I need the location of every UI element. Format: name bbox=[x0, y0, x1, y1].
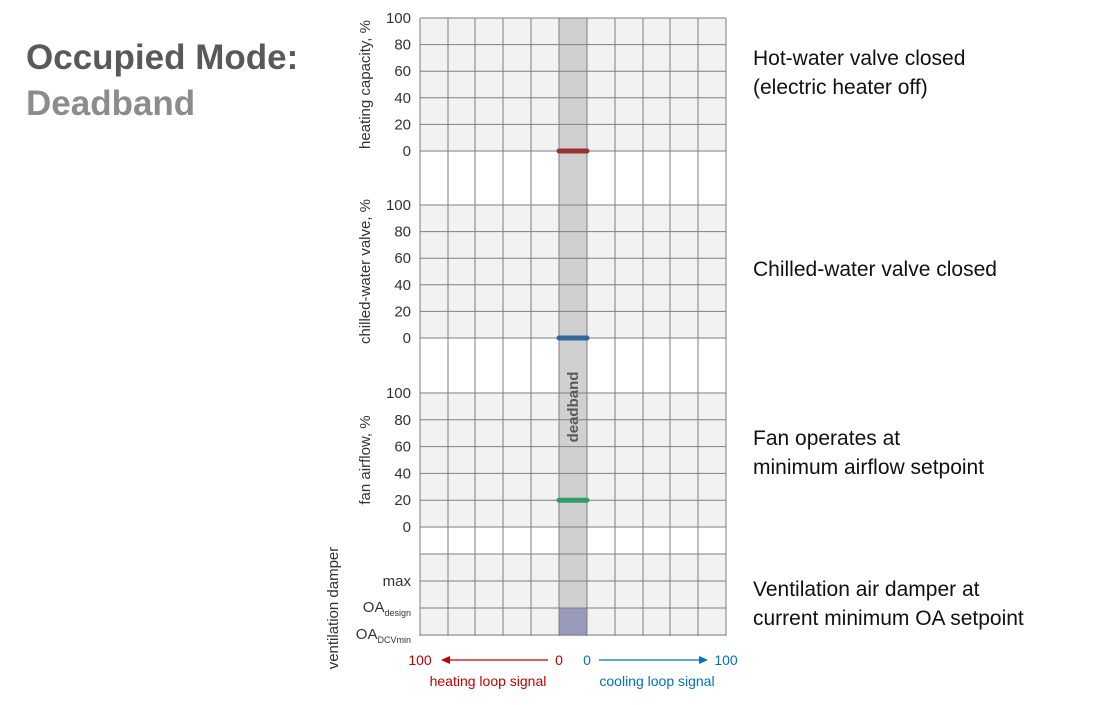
axis-label-panel-1: heating capacity, % bbox=[357, 20, 374, 149]
heater-description: Hot-water valve closed (electric heater … bbox=[753, 47, 966, 99]
heating-axis-zero: 0 bbox=[555, 652, 563, 668]
tick-label: 20 bbox=[394, 303, 411, 320]
tick-label: 80 bbox=[394, 224, 411, 241]
tick-label: 100 bbox=[386, 197, 411, 214]
axis-label-panel-2: chilled-water valve, % bbox=[357, 199, 374, 344]
damper-position-fill bbox=[559, 608, 587, 635]
tick-label: 20 bbox=[394, 492, 411, 509]
tick-label: 60 bbox=[394, 63, 411, 80]
tick-label: 20 bbox=[394, 116, 411, 133]
tick-label-max: max bbox=[383, 573, 412, 590]
cooling-axis-max: 100 bbox=[714, 652, 738, 668]
cooling-axis-zero: 0 bbox=[583, 652, 591, 668]
tick-label: 100 bbox=[386, 385, 411, 402]
page-subtitle: Deadband bbox=[26, 84, 196, 123]
tick-label: 40 bbox=[394, 277, 411, 294]
tick-label-oa-dcvmin: OADCVmin bbox=[356, 626, 411, 645]
tick-label: 0 bbox=[403, 330, 411, 347]
axis-label-panel-3: fan airflow, % bbox=[357, 415, 374, 504]
axis-label-damper: ventilation damper bbox=[325, 547, 342, 670]
tick-label: 0 bbox=[403, 519, 411, 536]
tick-label: 80 bbox=[394, 412, 411, 429]
tick-label: 60 bbox=[394, 439, 411, 456]
cooling-loop-label: cooling loop signal bbox=[599, 673, 714, 689]
fan-description: Fan operates at minimum airflow setpoint bbox=[753, 427, 985, 479]
heating-loop-label: heating loop signal bbox=[430, 673, 547, 689]
tick-label-oa-design: OAdesign bbox=[363, 599, 411, 618]
cooling-arrow-head bbox=[699, 656, 708, 664]
damper-description: Ventilation air damper at current minimu… bbox=[753, 578, 1024, 630]
tick-label: 0 bbox=[403, 143, 411, 160]
tick-label: 60 bbox=[394, 250, 411, 267]
heating-arrow-head bbox=[441, 656, 450, 664]
page-title: Occupied Mode: bbox=[26, 38, 299, 77]
deadband-band bbox=[559, 18, 587, 636]
tick-label: 40 bbox=[394, 90, 411, 107]
tick-label: 80 bbox=[394, 37, 411, 54]
deadband-label: deadband bbox=[565, 372, 582, 443]
chw-valve-description: Chilled-water valve closed bbox=[753, 258, 997, 281]
tick-label: 100 bbox=[386, 10, 411, 27]
tick-label: 40 bbox=[394, 465, 411, 482]
heating-axis-max: 100 bbox=[408, 652, 432, 668]
